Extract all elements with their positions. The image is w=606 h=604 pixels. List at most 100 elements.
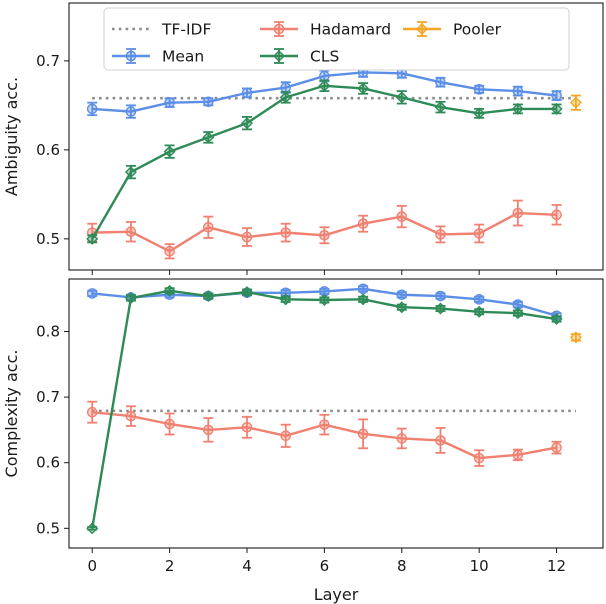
hadamard-point [435, 229, 446, 240]
cls-point [434, 101, 447, 114]
mean-point [164, 97, 175, 108]
hadamard-error-bar [358, 214, 369, 233]
cls-point [395, 301, 408, 314]
y-tick-label: 0.6 [36, 141, 60, 159]
mean-point [396, 289, 408, 301]
cls-line [91, 289, 557, 529]
y-tick-label: 0.7 [36, 388, 60, 406]
x-axis-label: Layer [314, 585, 359, 604]
hadamard-error-bar [280, 423, 291, 448]
y-tick-label: 0.5 [36, 230, 60, 248]
cls-point [395, 91, 408, 104]
cls-point [550, 102, 563, 115]
cls-point [473, 305, 486, 318]
legend-label: TF-IDF [161, 21, 211, 39]
hadamard-point [125, 226, 137, 238]
cls-point [550, 313, 563, 326]
legend-label: Pooler [453, 21, 502, 39]
hadamard-point [357, 428, 369, 440]
pooler-series [569, 331, 582, 344]
cls-point [86, 232, 99, 245]
legend-box [103, 7, 570, 71]
mean-point [357, 283, 369, 295]
mean-point [473, 294, 485, 305]
hadamard-error-bar [242, 227, 252, 247]
hadamard-error-bar [87, 400, 98, 424]
hadamard-point [319, 419, 330, 430]
cls-point [202, 290, 215, 303]
hadamard-point [319, 229, 330, 241]
plot-frame [68, 2, 604, 271]
hadamard-point [280, 227, 291, 238]
pooler-error-bar [570, 333, 581, 342]
hadamard-error-bar [203, 215, 214, 239]
mean-point [319, 70, 330, 82]
mean-point [203, 96, 214, 108]
cls-point [473, 107, 486, 120]
cls-point [86, 522, 99, 535]
y-tick-label: 0.8 [36, 322, 60, 340]
hadamard-point [551, 442, 562, 453]
hadamard-point [241, 421, 253, 433]
hadamard-point [357, 218, 369, 230]
x-tick-label: 2 [165, 557, 175, 575]
legend-entry-cls: CLS [260, 48, 339, 66]
hadamard-error-bar [203, 417, 214, 443]
legend-entry-pooler: Pooler [403, 21, 502, 39]
hadamard-error-bar [435, 427, 446, 454]
cls-point [124, 166, 137, 179]
mean-point [241, 87, 253, 99]
pooler-series [569, 94, 582, 111]
cls-series [86, 284, 563, 535]
x-tick-label: 0 [87, 557, 97, 575]
mean-point [473, 84, 485, 95]
hadamard-point [125, 410, 137, 422]
complexity-panel: 0.5 0.6 0.7 0.8 0 2 4 6 8 10 12 Complexity acc. Laye… [2, 278, 604, 604]
hadamard-error-bar [396, 205, 407, 229]
plot-frame [68, 278, 604, 549]
cls-point [511, 307, 524, 320]
hadamard-error-bar [474, 223, 485, 244]
legend-handle-marker [416, 23, 428, 35]
cls-line [91, 84, 557, 240]
ambiguity-panel: 0.5 0.6 0.7 Ambiguity acc. TF-IDF Hadamard Poo… [2, 2, 604, 275]
x-tick-label: 6 [320, 557, 330, 575]
hadamard-error-bar [551, 204, 562, 226]
hadamard-error-bar [164, 412, 175, 436]
hadamard-point [241, 231, 253, 243]
mean-point [512, 299, 524, 310]
mean-point [435, 290, 446, 302]
hadamard-point [473, 228, 485, 239]
cls-point [357, 82, 370, 95]
pooler-point [569, 331, 582, 344]
x-tick-label: 4 [242, 557, 252, 575]
mean-point [435, 76, 446, 88]
legend: TF-IDF Hadamard Pooler Mean CLS [103, 7, 570, 71]
x-tick-label: 12 [547, 557, 566, 575]
y-tick-label: 0.6 [36, 454, 60, 472]
mean-point [512, 85, 524, 97]
y-axis-label: Complexity acc. [2, 350, 21, 478]
mean-point [319, 286, 330, 297]
cls-point [163, 145, 176, 158]
hadamard-point [164, 418, 175, 430]
cls-error-bar [87, 234, 98, 244]
y-tick-label: 0.5 [36, 519, 60, 537]
mean-point [86, 103, 98, 115]
mean-point [551, 90, 562, 101]
cls-point [318, 79, 331, 92]
hadamard-error-bar [435, 225, 446, 244]
hadamard-error-bar [125, 221, 136, 243]
y-tick-label: 0.7 [36, 52, 60, 70]
cls-point [279, 91, 292, 104]
hadamard-point [512, 207, 524, 219]
legend-label: Hadamard [310, 21, 391, 39]
cls-point [202, 131, 215, 144]
x-tick-label: 10 [470, 557, 489, 575]
legend-entry-hadamard: Hadamard [260, 21, 391, 39]
hadamard-point [203, 424, 214, 436]
cls-point [163, 284, 176, 297]
cls-point [434, 302, 447, 315]
legend-handle-marker [273, 50, 285, 62]
